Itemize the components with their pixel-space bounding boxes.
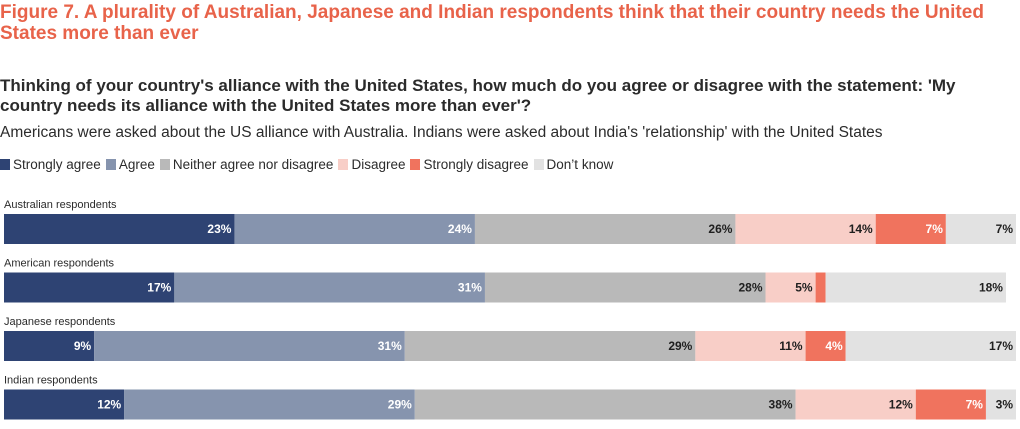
row-label: Indian respondents [4,375,98,387]
data-label: 7% [926,222,944,236]
bar-segment [915,389,986,420]
legend-label: Don’t know [546,157,614,172]
data-label: 12% [889,398,913,412]
bar-segment [414,389,796,420]
bar-segment [795,389,916,420]
legend-label: Agree [118,157,155,172]
legend-swatch [0,159,10,170]
bar-segment [875,214,946,244]
legend-label: Strongly disagree [423,157,529,172]
row-label: American respondents [4,258,115,270]
data-label: 24% [448,222,472,236]
data-label: 29% [668,339,692,353]
bar-segment [945,214,1016,244]
bar-segment [845,331,1016,361]
bar-segment [4,389,125,420]
data-label: 31% [378,339,402,353]
legend-item: Strongly disagree [410,157,529,172]
legend-item: Disagree [338,157,405,172]
legend-swatch [105,159,116,170]
data-label: 11% [779,339,803,353]
data-label: 7% [996,222,1014,236]
data-label: 17% [989,339,1013,353]
legend-item: Strongly agree [0,157,101,172]
bar-segment [124,389,415,420]
bar-segment [474,214,736,244]
data-label: 14% [849,222,873,236]
data-label: 28% [738,281,762,295]
data-label: 18% [979,281,1003,295]
chart-legend: Strongly agree Agree Neither agree nor dis… [0,157,618,172]
row-label: Japanese respondents [4,316,116,328]
legend-label: Disagree [351,157,406,172]
bar-segment [484,272,766,303]
legend-swatch [533,159,544,170]
data-label: 3% [996,398,1014,412]
chart-note: Americans were asked about the US allian… [0,124,883,141]
legend-item: Don’t know [533,157,614,172]
data-label: 23% [207,222,231,236]
bar-segment [805,331,846,361]
legend-label: Neither agree nor disagree [172,157,334,172]
data-label: 5% [795,281,813,295]
legend-swatch [159,159,170,170]
bar-segment [4,331,95,361]
bar-segment [4,272,175,303]
bar-segment [825,272,1006,303]
data-label: 7% [966,398,984,412]
stacked-bar-chart: Australian respondents 23% 24% 26% 14% 7% 7% Am… [4,199,1016,420]
legend-item: Neither agree nor disagree [159,157,334,172]
data-label: 29% [388,398,412,412]
data-label: 12% [97,398,121,412]
row-label: Australian respondents [4,199,117,211]
data-label: 4% [825,339,843,353]
bar-segment [735,214,876,244]
data-label: 38% [769,398,793,412]
bar-segment [174,272,485,303]
bar-segment [234,214,475,244]
data-label: 31% [458,281,482,295]
legend-swatch [338,159,349,170]
bar-segment [985,389,1016,420]
data-label: 17% [147,281,171,295]
bar-segment [4,214,235,244]
legend-item: Agree [105,157,155,172]
data-label: 9% [74,339,92,353]
legend-swatch [410,159,421,170]
bar-segment [695,331,806,361]
figure-title: Figure 7. A plurality of Australian, Jap… [0,2,984,44]
bar-segment [815,272,826,303]
legend-label: Strongly agree [13,157,101,172]
bar-segment [94,331,405,361]
data-label: 26% [708,222,732,236]
bar-segment [404,331,696,361]
survey-question: Thinking of your country's alliance with… [0,76,956,115]
bar-segment [765,272,816,303]
